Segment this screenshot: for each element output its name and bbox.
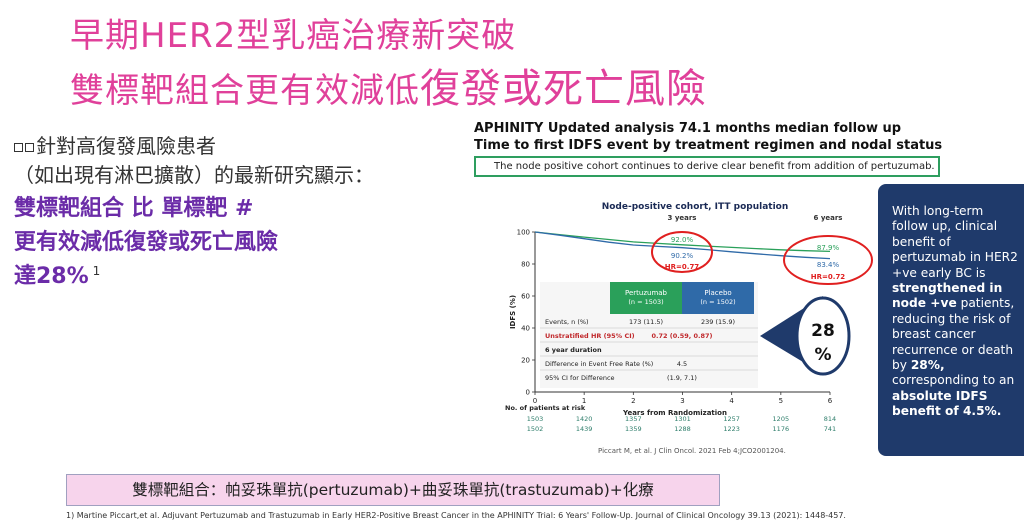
x-tick-label: 3	[680, 397, 684, 405]
highlight-6yr-circle	[783, 235, 873, 285]
sidebar-text-1: With long-term follow up, clinical benef…	[892, 204, 1018, 280]
risk-count: 1439	[576, 425, 593, 433]
row-events-placebo: 239 (15.9)	[701, 318, 735, 326]
y-tick-label: 60	[521, 293, 530, 301]
x-tick-label: 2	[631, 397, 635, 405]
row-ci-value: (1.9, 7.1)	[667, 374, 697, 382]
label-3yr-hr: HR=0.77	[665, 263, 700, 271]
marker-6-years: 6 years	[814, 214, 843, 222]
risk-row-placebo: 1502 1439 1359 1288 1223 1176 741	[527, 425, 836, 433]
risk-count: 1223	[723, 425, 740, 433]
y-tick-label: 80	[521, 261, 530, 269]
highlight-3yr-circle	[651, 231, 713, 273]
risk-count: 1503	[527, 415, 544, 423]
stats-table: Pertuzumab (n = 1503) Placebo (n = 1502)…	[540, 282, 758, 388]
x-tick-label: 6	[828, 397, 833, 405]
x-tick-label: 1	[582, 397, 586, 405]
figure-header: APHINITY Updated analysis 74.1 months me…	[474, 120, 942, 154]
summary-sidebar	[878, 184, 1024, 456]
chart-title: Node-positive cohort, ITT population	[602, 202, 789, 212]
lead-line2: 更有效減低復發或死亡風險	[14, 230, 279, 255]
row-difference-label: Difference in Event Free Rate (%)	[545, 360, 653, 368]
label-3yr-placebo: 90.2%	[671, 252, 694, 260]
y-tick-label: 20	[521, 357, 530, 365]
y-tick-label: 0	[526, 389, 530, 397]
risk-count: 1176	[773, 425, 790, 433]
figure-header-line1: APHINITY Updated analysis 74.1 months me…	[474, 121, 902, 136]
label-6yr-placebo: 83.4%	[817, 261, 840, 269]
footnote: 1) Martine Piccart,et al. Adjuvant Pertu…	[66, 511, 846, 520]
y-tick-label: 40	[521, 325, 530, 333]
risk-count: 814	[824, 415, 836, 423]
row-ci-label: 95% CI for Difference	[545, 374, 615, 382]
x-axis-label: Years from Randomization	[622, 409, 727, 417]
risk-count: 1502	[527, 425, 544, 433]
row-difference-value: 4.5	[677, 360, 687, 368]
risk-count: 1359	[625, 425, 642, 433]
risk-count: 1420	[576, 415, 593, 423]
bullet-square-icon	[25, 143, 34, 152]
marker-3-years: 3 years	[668, 214, 697, 222]
bullet-square-icon	[14, 143, 23, 152]
series-line-pertuzumab	[534, 231, 831, 253]
placebo-n: (n = 1502)	[700, 298, 735, 306]
row-events-label: Events, n (%)	[545, 318, 589, 326]
slide-title-line1: 早期HER2型乳癌治療新突破	[70, 16, 517, 56]
intro-line1: 針對高復發風險患者	[14, 130, 216, 159]
risk-count: 1205	[773, 415, 790, 423]
label-6yr-pertuzumab: 87.9%	[817, 244, 840, 252]
label-3yr-pertuzumab: 92.0%	[671, 236, 694, 244]
badge-percent: %	[814, 345, 831, 365]
sidebar-text-2: patients, reducing the risk of breast ca…	[892, 296, 1015, 373]
placebo-header-cell	[682, 282, 754, 314]
lead-line1: 雙標靶組合 比 單標靶 #	[14, 196, 254, 221]
risk-count: 1301	[674, 415, 691, 423]
slide-title-line2: 雙標靶組合更有效減低復發或死亡風險	[70, 56, 707, 114]
lead-line3-text: 達28%	[14, 264, 89, 289]
pertuzumab-header: Pertuzumab	[625, 289, 668, 297]
intro-line1-text: 針對高復發風險患者	[36, 134, 216, 158]
figure-citation: Piccart M, et al. J Clin Oncol. 2021 Feb…	[598, 447, 786, 455]
slide-title-line2-part2: 復發或死亡風險	[420, 66, 707, 112]
row-duration-label: 6 year duration	[545, 346, 602, 354]
km-chart: Node-positive cohort, ITT population 3 y…	[505, 202, 873, 433]
row-events-pertuzumab: 173 (11.5)	[629, 318, 663, 326]
placebo-header: Placebo	[704, 289, 731, 297]
x-tick-label: 5	[779, 397, 783, 405]
row-hr-label: Unstratified HR (95% CI)	[545, 332, 635, 340]
sidebar-bold-3: absolute IDFS benefit of 4.5%.	[892, 388, 1002, 419]
sidebar-bold-1: strengthened in node +ve	[892, 281, 1003, 311]
y-tick-label: 100	[517, 229, 530, 237]
km-curves	[534, 231, 831, 260]
risk-count: 741	[824, 425, 836, 433]
risk-table-label: No. of patients at risk	[505, 404, 586, 412]
lead-reference: 1	[92, 263, 101, 278]
lead-line3: 達28% 1	[14, 258, 100, 290]
combination-box: 雙標靶組合：帕妥珠單抗(pertuzumab)+曲妥珠單抗(trastuzuma…	[66, 474, 720, 506]
summary-sidebar-text: With long-term follow up, clinical benef…	[892, 204, 1020, 420]
risk-row-pertuzumab: 1503 1420 1357 1301 1257 1205 814	[527, 415, 836, 423]
slide-title-line2-part1: 雙標靶組合更有效減低	[70, 71, 420, 111]
x-tick-label: 4	[729, 397, 734, 405]
series-line-placebo	[534, 231, 831, 260]
y-axis-ticks: 0 20 40 60 80 100	[517, 229, 535, 397]
sidebar-text-3: corresponding to an	[892, 373, 1015, 388]
figure-header-line2: Time to first IDFS event by treatment re…	[474, 138, 943, 153]
intro-line2: （如出現有淋巴擴散）的最新研究顯示：	[14, 163, 374, 187]
x-axis-ticks: 0 1 2 3 4 5 6	[533, 392, 833, 405]
badge-number: 28	[811, 321, 835, 341]
sidebar-bold-2: 28%,	[910, 358, 945, 373]
pertuzumab-n: (n = 1503)	[628, 298, 663, 306]
risk-count: 1257	[723, 415, 740, 423]
badge-circle	[795, 296, 851, 376]
risk-count: 1288	[674, 425, 691, 433]
row-hr-value: 0.72 (0.59, 0.87)	[651, 332, 712, 340]
risk-count: 1357	[625, 415, 642, 423]
green-banner: The node positive cohort continues to de…	[474, 156, 940, 177]
pertuzumab-header-cell	[610, 282, 682, 314]
label-6yr-hr: HR=0.72	[811, 273, 846, 281]
y-axis-label: IDFS (%)	[509, 295, 517, 329]
x-tick-label: 0	[533, 397, 537, 405]
